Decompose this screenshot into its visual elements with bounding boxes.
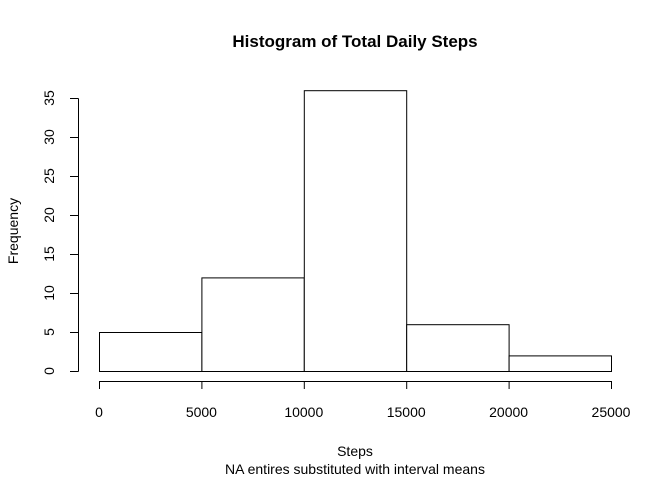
y-axis: 0 5 10 15 20 25 30 35 (41, 90, 79, 375)
x-tick-label-2: 10000 (284, 404, 323, 420)
y-tick-label-7: 35 (41, 90, 57, 106)
histogram-bar-4 (508, 355, 613, 372)
histogram-bar-2 (303, 90, 408, 372)
histogram-bar-3 (406, 324, 510, 373)
y-tick-label-3: 15 (41, 246, 57, 262)
x-tick-label-5: 25000 (592, 404, 631, 420)
x-tick-label-4: 20000 (489, 404, 528, 420)
x-tick-label-1: 5000 (186, 404, 217, 420)
y-tick-label-2: 10 (41, 285, 57, 301)
chart-title: Histogram of Total Daily Steps (232, 32, 477, 51)
x-axis: 0 5000 10000 15000 20000 25000 (95, 381, 631, 420)
y-tick-label-4: 20 (41, 207, 57, 223)
histogram-bar-1 (201, 277, 305, 372)
x-tick-label-0: 0 (95, 404, 103, 420)
y-tick-label-0: 0 (41, 367, 57, 375)
y-axis-label: Frequency (5, 198, 21, 264)
y-tick-label-5: 25 (41, 168, 57, 184)
chart-subtitle: NA entires substituted with interval mea… (225, 461, 485, 477)
y-tick-label-1: 5 (41, 328, 57, 336)
x-tick-label-3: 15000 (387, 404, 426, 420)
bars-group (99, 90, 613, 373)
x-axis-label: Steps (337, 443, 373, 459)
y-tick-label-6: 30 (41, 129, 57, 145)
histogram-bar-0 (99, 332, 203, 372)
